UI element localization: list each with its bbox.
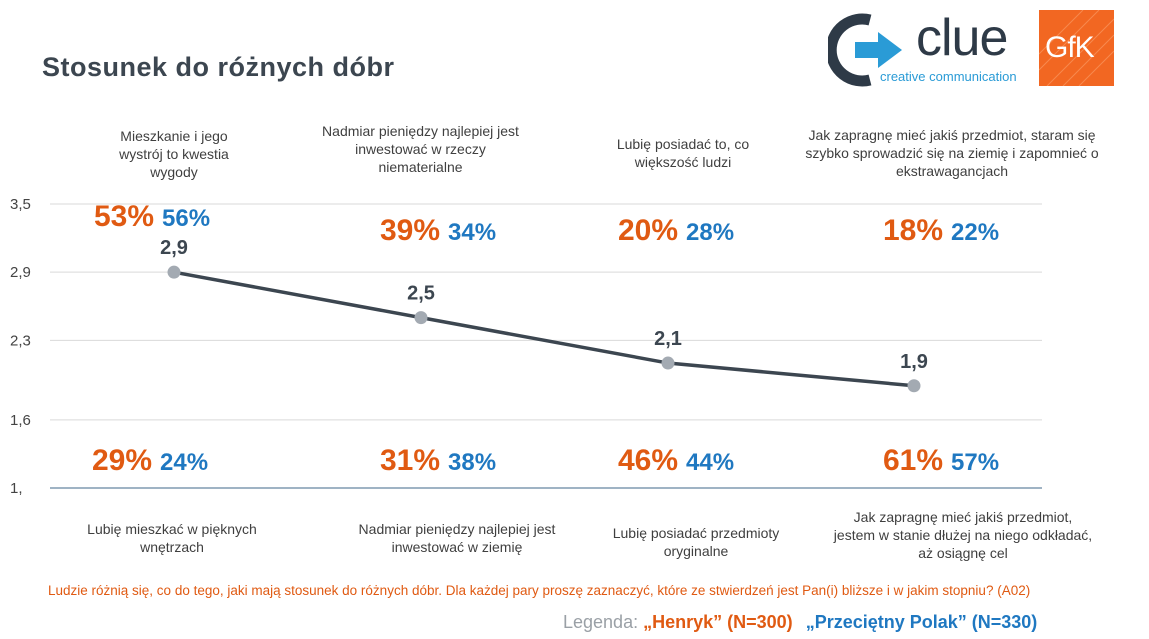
data-point	[414, 311, 428, 325]
top-pct-4: 18% 22%	[883, 214, 999, 248]
henryk-value: 61%	[883, 444, 944, 477]
polak-value: 44%	[686, 449, 735, 476]
data-label: 2,9	[160, 237, 188, 259]
data-point	[167, 265, 181, 279]
page-title: Stosunek do różnych dóbr	[42, 52, 395, 82]
henryk-value: 18%	[883, 214, 944, 247]
bottom-statement-4: Jak zapragnę mieć jakiś przedmiot, jeste…	[833, 509, 1093, 561]
legend: Legenda: „Henryk” (N=300) „Przeciętny Po…	[563, 612, 1037, 633]
top-pct-2: 39% 34%	[380, 214, 496, 248]
henryk-value: 46%	[618, 444, 679, 477]
henryk-value: 53%	[94, 200, 155, 233]
y-tick-label: 2,3	[10, 332, 31, 349]
data-label: 1,9	[900, 351, 928, 373]
question-text: Ludzie różnią się, co do tego, jaki mają…	[48, 583, 1031, 598]
data-point	[907, 379, 921, 393]
polak-value: 28%	[686, 219, 735, 246]
henryk-value: 29%	[92, 444, 153, 477]
top-statement-1: Mieszkanie i jego wystrój to kwestia wyg…	[119, 128, 229, 180]
data-point	[661, 356, 675, 370]
henryk-value: 31%	[380, 444, 441, 477]
bottom-pct-4: 61% 57%	[883, 444, 999, 478]
clue-tagline: creative communication	[880, 69, 1017, 84]
bottom-pct-1: 29% 24%	[92, 444, 208, 478]
polak-value: 57%	[951, 449, 1000, 476]
legend-label: Legenda:	[563, 612, 639, 632]
polak-value: 22%	[951, 219, 1000, 246]
y-tick-label: 2,9	[10, 264, 31, 281]
bottom-statement-2: Nadmiar pieniędzy najlepiej jest inwesto…	[358, 521, 556, 555]
data-label: 2,1	[654, 328, 682, 350]
y-tick-label: 1,	[10, 480, 23, 497]
gfk-wordmark: GfK	[1045, 31, 1095, 64]
henryk-value: 20%	[618, 214, 679, 247]
polak-value: 56%	[162, 205, 211, 232]
y-tick-label: 1,6	[10, 412, 31, 429]
data-label: 2,5	[407, 283, 435, 305]
polak-value: 24%	[160, 449, 209, 476]
top-pct-1: 53% 56%	[94, 200, 210, 234]
top-statement-4: Jak zapragnę mieć jakiś przedmiot, stara…	[805, 127, 1099, 179]
gfk-logo: GfK	[1039, 10, 1114, 86]
clue-logo: clue creative communication	[828, 9, 1028, 88]
y-tick-label: 3,5	[10, 196, 31, 213]
series-line	[173, 270, 915, 388]
legend-polak: „Przeciętny Polak” (N=330)	[805, 612, 1038, 632]
bottom-statement-1: Lubię mieszkać w pięknych wnętrzach	[87, 521, 257, 555]
bottom-pct-3: 46% 44%	[618, 444, 734, 478]
henryk-value: 39%	[380, 214, 441, 247]
clue-wordmark: clue	[916, 9, 1008, 67]
top-statement-2: Nadmiar pieniędzy najlepiej jest inwesto…	[322, 123, 519, 175]
top-pct-3: 20% 28%	[618, 214, 734, 248]
legend-henryk: „Henryk” (N=300)	[643, 612, 793, 632]
polak-value: 38%	[448, 449, 497, 476]
bottom-statement-3: Lubię posiadać przedmioty oryginalne	[612, 525, 780, 559]
top-statement-3: Lubię posiadać to, co większość ludzi	[616, 136, 750, 170]
clue-arrow-icon	[828, 13, 902, 87]
bottom-pct-2: 31% 38%	[380, 444, 496, 478]
gfk-pattern	[1039, 10, 1114, 86]
polak-value: 34%	[448, 219, 497, 246]
